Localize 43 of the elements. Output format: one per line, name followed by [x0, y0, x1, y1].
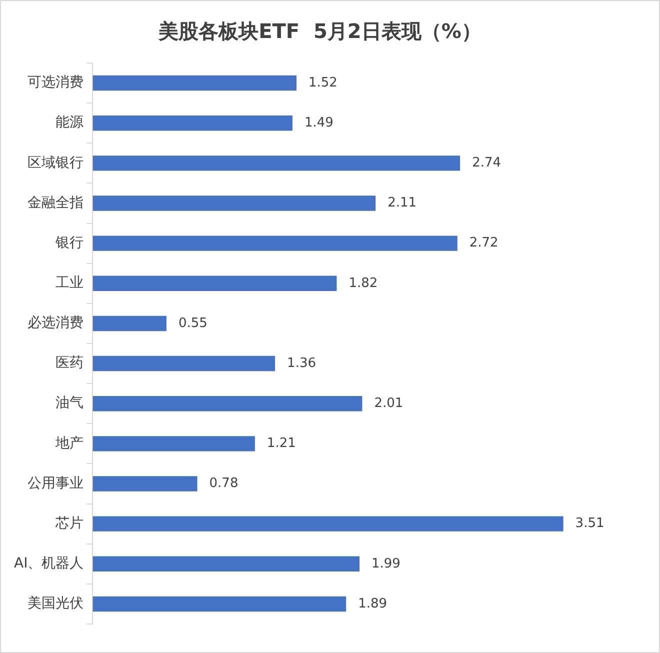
- bar: [92, 436, 255, 452]
- chart-title: 美股各板块ETF 5月2日表现（%）: [158, 19, 482, 44]
- y-tick-label: 能源: [56, 114, 84, 131]
- y-tick-label: 公用事业: [28, 475, 84, 492]
- data-label: 1.49: [304, 115, 334, 130]
- bar: [92, 156, 460, 171]
- bar: [92, 476, 198, 492]
- data-label: 1.82: [348, 276, 378, 291]
- bar: [92, 396, 362, 412]
- bar: [92, 75, 296, 91]
- bar: [92, 516, 564, 532]
- data-label: 3.51: [575, 516, 604, 532]
- data-label: 2.11: [388, 196, 417, 211]
- y-tick-label: 芯片: [54, 515, 84, 532]
- data-label: 1.21: [266, 436, 296, 452]
- bar: [92, 316, 166, 332]
- data-label: 1.36: [287, 356, 316, 371]
- data-label: 2.72: [469, 236, 498, 251]
- y-tick-label: 美国光伏: [28, 596, 84, 612]
- bar: [92, 276, 337, 292]
- y-tick-label: 银行: [54, 234, 84, 251]
- data-label: 2.74: [472, 156, 502, 171]
- data-label: 1.52: [308, 75, 338, 90]
- bar: [92, 556, 360, 572]
- bar: [92, 115, 292, 131]
- y-tick-label: 必选消费: [28, 315, 84, 332]
- y-tick-label: AI、机器人: [14, 556, 84, 572]
- y-tick-label: 金融全指: [28, 194, 84, 211]
- y-tick-label: 医药: [56, 355, 84, 372]
- data-label: 0.55: [178, 316, 208, 331]
- data-label: 2.01: [374, 396, 404, 411]
- bar: [92, 236, 458, 251]
- y-tick-label: 区域银行: [28, 154, 84, 171]
- data-label: 1.99: [372, 556, 400, 572]
- data-label: 1.89: [358, 596, 388, 612]
- bar: [92, 356, 276, 372]
- y-tick-label: 油气: [56, 395, 84, 412]
- y-tick-label: 地产: [54, 435, 84, 452]
- y-tick-label: 工业: [56, 275, 84, 292]
- bar: [92, 596, 346, 612]
- data-label: 0.78: [209, 476, 238, 492]
- y-tick-label: 可选消费: [28, 74, 84, 91]
- bar: [92, 196, 376, 211]
